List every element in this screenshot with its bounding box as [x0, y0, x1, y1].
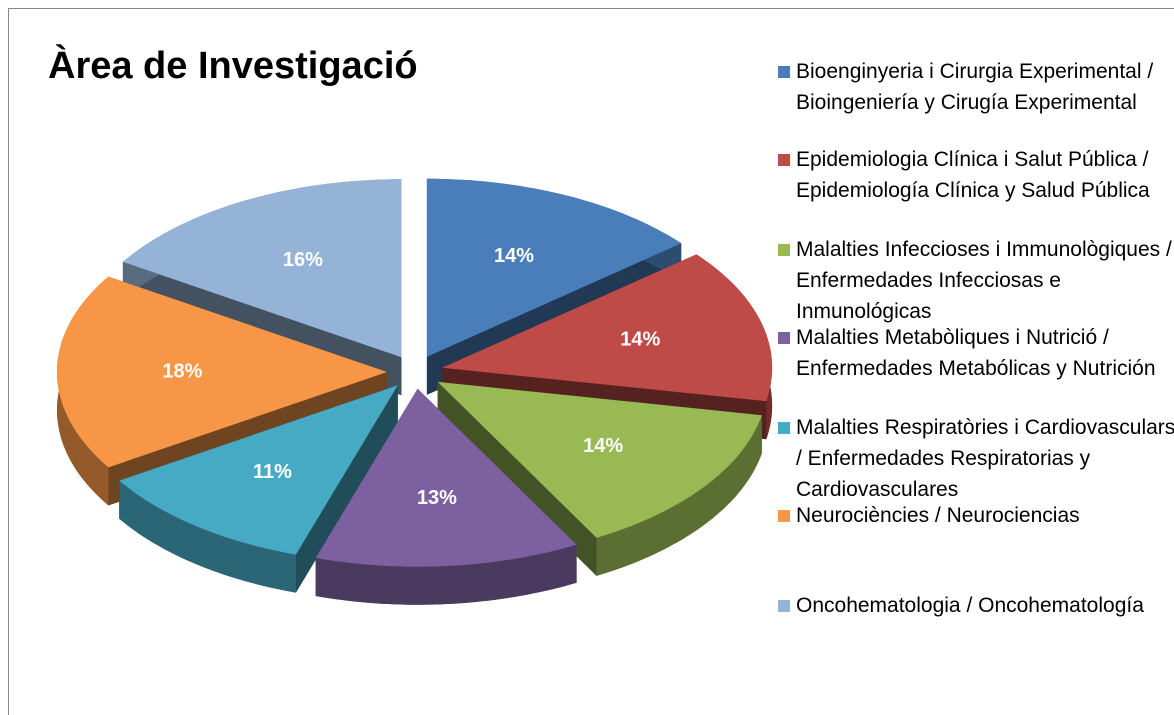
- legend-swatch: [778, 600, 790, 612]
- slice: [437, 381, 762, 538]
- legend-item: Malalties Metabòliques i Nutrició / Enfe…: [778, 322, 1174, 384]
- legend-swatch: [778, 422, 790, 434]
- legend-label: Oncohematologia / Oncohematología: [796, 594, 1144, 617]
- legend-swatch: [778, 154, 790, 166]
- legend-label: Malalties Infeccioses i Immunològiques /…: [796, 238, 1172, 323]
- slice: [426, 178, 682, 357]
- data-label: 14%: [494, 245, 534, 267]
- slice: [122, 179, 402, 358]
- legend-item: Malalties Respiratòries i Cardiovascular…: [778, 412, 1174, 505]
- slice: [119, 385, 398, 593]
- legend-item: Epidemiologia Clínica i Salut Pública / …: [778, 144, 1174, 206]
- legend-swatch: [778, 510, 790, 522]
- data-label: 13%: [417, 487, 457, 509]
- slice: [315, 388, 577, 605]
- legend-label: Epidemiologia Clínica i Salut Pública / …: [796, 148, 1150, 202]
- data-label: 18%: [162, 360, 202, 382]
- slice: [119, 385, 398, 555]
- legend-label: Malalties Respiratòries i Cardiovascular…: [796, 416, 1174, 501]
- data-label: 14%: [620, 329, 660, 351]
- legend-item: Oncohematologia / Oncohematología: [778, 590, 1174, 621]
- legend-label: Malalties Metabòliques i Nutrició / Enfe…: [796, 326, 1156, 380]
- chart-border: [8, 8, 1174, 715]
- legend-label: Bioenginyeria i Cirurgia Experimental / …: [796, 60, 1154, 114]
- slice: [315, 388, 577, 567]
- legend-swatch: [778, 332, 790, 344]
- legend-item: Neurociències / Neurociencias: [778, 500, 1174, 531]
- legend-swatch: [778, 244, 790, 256]
- legend-label: Neurociències / Neurociencias: [796, 504, 1080, 527]
- data-label: 16%: [283, 249, 323, 271]
- slice-side: [295, 385, 398, 593]
- slice: [442, 254, 773, 402]
- slice-wall: [596, 415, 762, 576]
- legend-swatch: [778, 66, 790, 78]
- slice-wall: [119, 480, 296, 593]
- slice-wall: [315, 544, 577, 605]
- data-label: 11%: [253, 461, 292, 483]
- legend-item: Bioenginyeria i Cirurgia Experimental / …: [778, 56, 1174, 118]
- data-label: 14%: [583, 435, 623, 457]
- slice: [57, 276, 387, 468]
- chart-title: Àrea de Investigació: [48, 43, 418, 87]
- legend-item: Malalties Infeccioses i Immunològiques /…: [778, 234, 1174, 327]
